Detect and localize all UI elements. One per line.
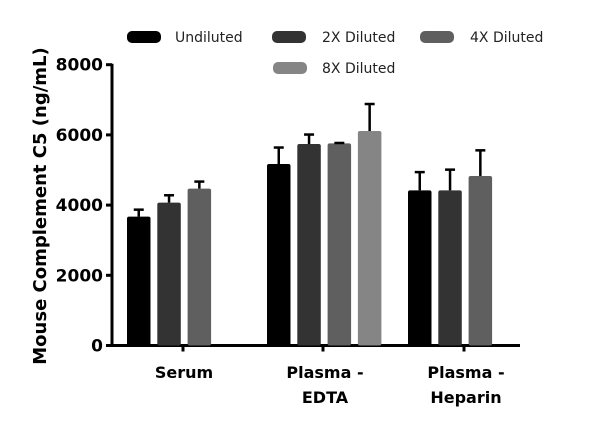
- bar-8x-diluted: [357, 131, 382, 346]
- x-category-label: Plasma -: [286, 363, 363, 382]
- legend-label: Undiluted: [175, 30, 243, 46]
- y-tick-label: 2000: [56, 266, 103, 286]
- bar-2x-diluted: [297, 144, 321, 346]
- x-category-label: Plasma -: [427, 363, 504, 382]
- y-tick-label: 6000: [56, 126, 103, 146]
- legend-label: 8X Diluted: [322, 61, 395, 77]
- legend: Undiluted 2X Diluted 4X Diluted 8X Diluted: [127, 30, 543, 77]
- bar-undiluted: [127, 216, 151, 346]
- legend-swatch: [420, 31, 454, 43]
- bar-4x-diluted: [187, 188, 212, 346]
- x-category-label: Heparin: [430, 388, 501, 407]
- x-axis: Serum Plasma - EDTA Plasma - Heparin: [111, 344, 520, 407]
- legend-label: 2X Diluted: [322, 30, 395, 46]
- x-category-label: Serum: [155, 363, 213, 382]
- y-axis-label: Mouse Complement C5 (ng/mL): [30, 47, 51, 364]
- bar-undiluted: [408, 190, 432, 346]
- y-tick-label: 8000: [56, 56, 103, 76]
- x-category-label: EDTA: [302, 388, 349, 407]
- legend-label: 4X Diluted: [470, 30, 543, 46]
- bars: [127, 102, 493, 346]
- legend-swatch: [273, 62, 307, 74]
- bar-2x-diluted: [438, 190, 462, 346]
- legend-swatch: [272, 31, 306, 43]
- bar-undiluted: [267, 164, 291, 346]
- bar-2x-diluted: [157, 202, 181, 346]
- legend-swatch: [127, 31, 161, 43]
- y-tick-label: 4000: [56, 196, 103, 216]
- y-tick-label: 0: [91, 337, 103, 357]
- y-axis: 0 2000 4000 6000 8000: [56, 56, 114, 357]
- bar-4x-diluted: [468, 175, 493, 346]
- bar-4x-diluted: [327, 143, 352, 346]
